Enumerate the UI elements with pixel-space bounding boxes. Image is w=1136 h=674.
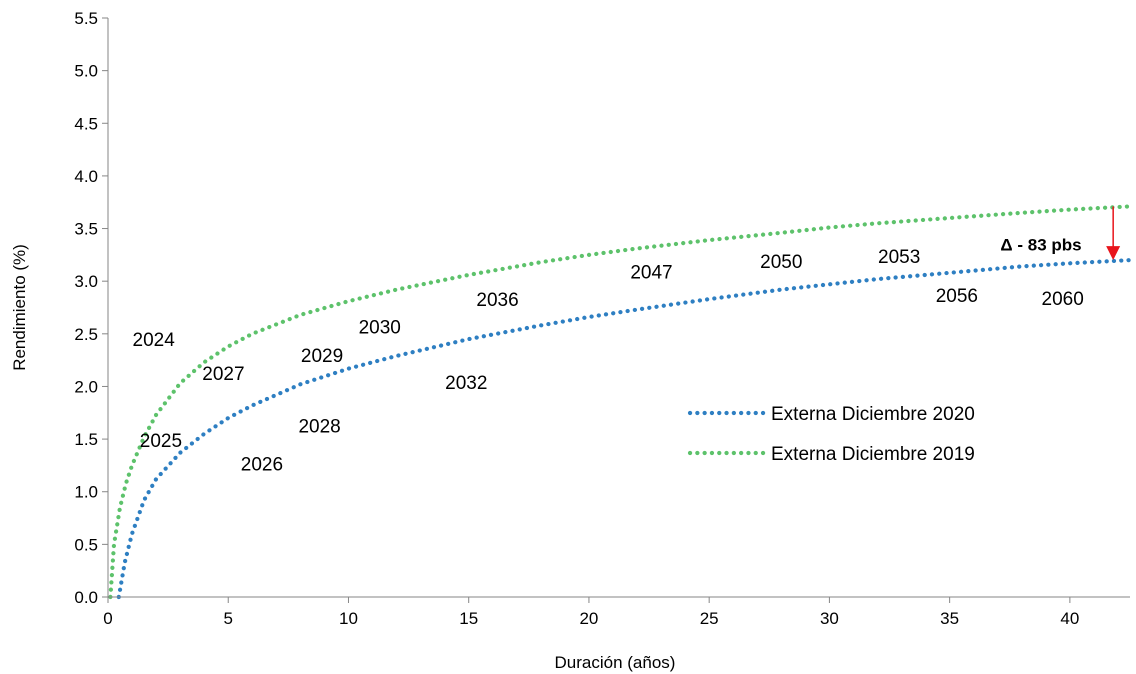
bond-label: 2025 [140,431,182,452]
x-tick-label: 20 [579,609,598,628]
series-line-1 [108,204,1133,600]
x-tick-label: 5 [224,609,233,628]
bond-label: 2050 [760,252,802,273]
bond-label: 2030 [359,317,401,338]
bond-label: 2036 [476,290,518,311]
y-axis-title: Rendimiento (%) [10,244,29,371]
annotation: Δ - 83 pbs [1000,206,1121,261]
y-tick-label: 2.5 [74,325,98,344]
bond-label: 2053 [878,247,920,268]
y-tick-label: 4.0 [74,167,98,186]
bond-label: 2027 [202,364,244,385]
y-tick-label: 3.5 [74,220,98,239]
x-tick-label: 35 [940,609,959,628]
bond-label: 2060 [1042,289,1084,310]
y-axis: 0.0 0.5 1.0 1.5 2.0 2.5 3.0 3.5 4.0 4.5 5.0 5.5 [74,9,109,607]
y-tick-label: 1.5 [74,430,98,449]
legend-label-0: Externa Diciembre 2020 [771,404,975,425]
y-tick-label: 5.5 [74,9,98,28]
legend: Externa Diciembre 2020 Externa Diciembre … [687,404,975,465]
legend-label-1: Externa Diciembre 2019 [771,444,975,465]
y-tick-label: 2.0 [74,377,98,396]
bond-labels: 2024 2025 2026 2027 2028 2029 2030 2032 2036 2047… [133,247,1084,475]
x-tick-label: 10 [339,609,358,628]
y-tick-label: 4.5 [74,114,98,133]
y-tick-label: 5.0 [74,62,98,81]
x-tick-label: 30 [820,609,839,628]
bond-label: 2026 [241,454,283,475]
bond-label: 2028 [298,416,340,437]
x-axis: 0 5 10 15 20 25 30 35 40 [103,596,1130,628]
x-axis-title: Duración (años) [555,653,676,672]
bond-label: 2024 [133,330,176,351]
delta-label: Δ - 83 pbs [1000,235,1081,254]
bond-label: 2032 [445,373,487,394]
x-tick-label: 0 [103,609,112,628]
series-line-0 [116,258,1133,600]
y-tick-label: 3.0 [74,272,98,291]
y-tick-label: 0.5 [74,535,98,554]
y-tick-label: 0.0 [74,588,98,607]
bond-label: 2047 [630,263,672,284]
x-tick-label: 25 [700,609,719,628]
x-tick-label: 40 [1060,609,1079,628]
y-tick-label: 1.0 [74,483,98,502]
bond-label: 2056 [936,286,978,307]
x-tick-label: 15 [459,609,478,628]
series-layer [108,204,1133,600]
delta-arrow-head [1106,246,1121,261]
bond-label: 2029 [301,346,343,367]
